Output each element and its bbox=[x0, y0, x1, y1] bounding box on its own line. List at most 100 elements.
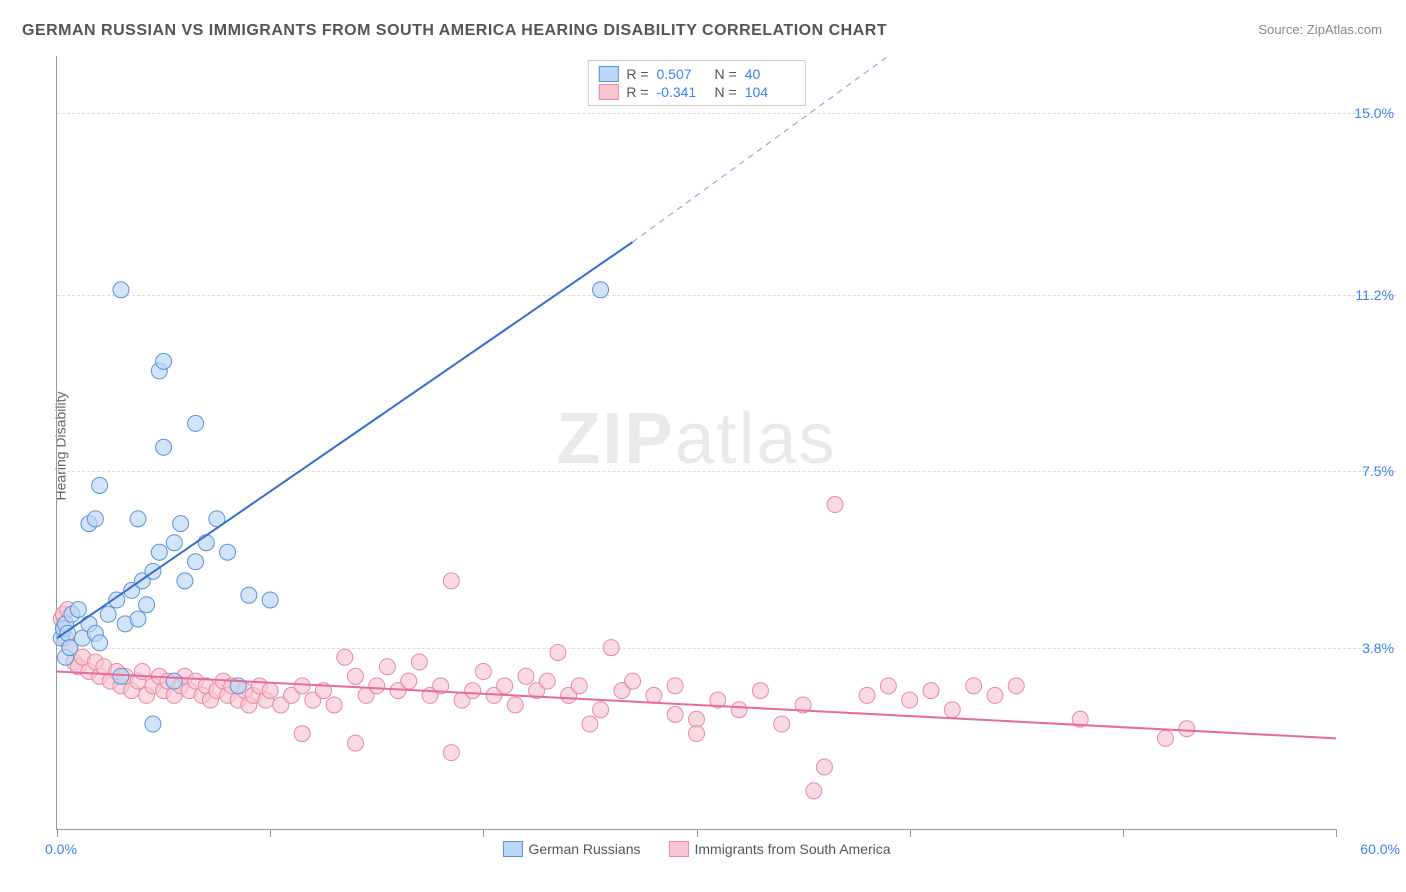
data-point bbox=[100, 606, 116, 622]
x-tick bbox=[483, 829, 484, 837]
y-tick-label: 15.0% bbox=[1354, 105, 1394, 121]
y-tick-label: 11.2% bbox=[1355, 287, 1394, 303]
legend-r-label: R = bbox=[626, 84, 648, 100]
data-point bbox=[151, 544, 167, 560]
data-point bbox=[326, 697, 342, 713]
data-point bbox=[582, 716, 598, 732]
data-point bbox=[337, 649, 353, 665]
legend-r-value-2: -0.341 bbox=[657, 84, 707, 100]
data-point bbox=[465, 683, 481, 699]
data-point bbox=[92, 635, 108, 651]
x-axis-min-label: 0.0% bbox=[45, 841, 77, 857]
data-point bbox=[1179, 721, 1195, 737]
legend-row-series-1: R = 0.507 N = 40 bbox=[598, 65, 794, 83]
data-point bbox=[646, 687, 662, 703]
data-point bbox=[188, 415, 204, 431]
data-point bbox=[806, 783, 822, 799]
x-tick bbox=[57, 829, 58, 837]
source-link[interactable]: ZipAtlas.com bbox=[1307, 22, 1382, 37]
source-attribution: Source: ZipAtlas.com bbox=[1258, 22, 1382, 37]
legend-row-series-2: R = -0.341 N = 104 bbox=[598, 83, 794, 101]
x-axis-max-label: 60.0% bbox=[1360, 841, 1400, 857]
data-point bbox=[518, 668, 534, 684]
legend-n-value-1: 40 bbox=[745, 66, 795, 82]
data-point bbox=[166, 673, 182, 689]
data-point bbox=[220, 544, 236, 560]
data-point bbox=[156, 353, 172, 369]
data-point bbox=[1008, 678, 1024, 694]
x-tick bbox=[270, 829, 271, 837]
data-point bbox=[1157, 730, 1173, 746]
y-tick-label: 3.8% bbox=[1362, 640, 1394, 656]
data-point bbox=[156, 439, 172, 455]
legend-r-value-1: 0.507 bbox=[657, 66, 707, 82]
data-point bbox=[497, 678, 513, 694]
data-point bbox=[198, 535, 214, 551]
legend-n-value-2: 104 bbox=[745, 84, 795, 100]
data-point bbox=[87, 511, 103, 527]
correlation-legend: R = 0.507 N = 40 R = -0.341 N = 104 bbox=[587, 60, 805, 106]
data-point bbox=[443, 745, 459, 761]
data-point bbox=[188, 554, 204, 570]
series-label-2: Immigrants from South America bbox=[694, 841, 890, 857]
data-point bbox=[113, 668, 129, 684]
data-point bbox=[70, 602, 86, 618]
data-point bbox=[411, 654, 427, 670]
data-point bbox=[880, 678, 896, 694]
data-point bbox=[625, 673, 641, 689]
data-point bbox=[752, 683, 768, 699]
data-point bbox=[113, 282, 129, 298]
chart-title: GERMAN RUSSIAN VS IMMIGRANTS FROM SOUTH … bbox=[22, 22, 887, 40]
data-point bbox=[347, 668, 363, 684]
data-point bbox=[987, 687, 1003, 703]
data-point bbox=[944, 702, 960, 718]
data-point bbox=[443, 573, 459, 589]
data-point bbox=[130, 511, 146, 527]
x-tick bbox=[1123, 829, 1124, 837]
data-point bbox=[667, 706, 683, 722]
data-point bbox=[774, 716, 790, 732]
data-point bbox=[347, 735, 363, 751]
series-legend-item-2: Immigrants from South America bbox=[668, 841, 890, 857]
legend-r-label: R = bbox=[626, 66, 648, 82]
data-point bbox=[539, 673, 555, 689]
data-point bbox=[475, 664, 491, 680]
trend-line bbox=[57, 242, 633, 638]
data-point bbox=[177, 573, 193, 589]
data-point bbox=[603, 640, 619, 656]
scatter-svg bbox=[57, 56, 1336, 829]
data-point bbox=[923, 683, 939, 699]
data-point bbox=[401, 673, 417, 689]
data-point bbox=[262, 592, 278, 608]
series-swatch-2 bbox=[668, 841, 688, 857]
legend-swatch-1 bbox=[598, 66, 618, 82]
data-point bbox=[379, 659, 395, 675]
series-label-1: German Russians bbox=[528, 841, 640, 857]
data-point bbox=[593, 282, 609, 298]
x-tick bbox=[697, 829, 698, 837]
data-point bbox=[241, 587, 257, 603]
data-point bbox=[92, 477, 108, 493]
legend-n-label: N = bbox=[715, 66, 737, 82]
legend-swatch-2 bbox=[598, 84, 618, 100]
series-legend-item-1: German Russians bbox=[502, 841, 640, 857]
data-point bbox=[667, 678, 683, 694]
series-swatch-1 bbox=[502, 841, 522, 857]
y-tick-label: 7.5% bbox=[1362, 463, 1394, 479]
data-point bbox=[689, 711, 705, 727]
data-point bbox=[827, 497, 843, 513]
data-point bbox=[593, 702, 609, 718]
data-point bbox=[550, 644, 566, 660]
legend-n-label: N = bbox=[715, 84, 737, 100]
source-label: Source: bbox=[1258, 22, 1303, 37]
data-point bbox=[816, 759, 832, 775]
data-point bbox=[166, 535, 182, 551]
data-point bbox=[173, 516, 189, 532]
data-point bbox=[902, 692, 918, 708]
data-point bbox=[294, 726, 310, 742]
data-point bbox=[731, 702, 747, 718]
plot-area: ZIPatlas 3.8%7.5%11.2%15.0% R = 0.507 N … bbox=[56, 56, 1336, 830]
data-point bbox=[369, 678, 385, 694]
data-point bbox=[294, 678, 310, 694]
series-legend: German Russians Immigrants from South Am… bbox=[502, 841, 890, 857]
